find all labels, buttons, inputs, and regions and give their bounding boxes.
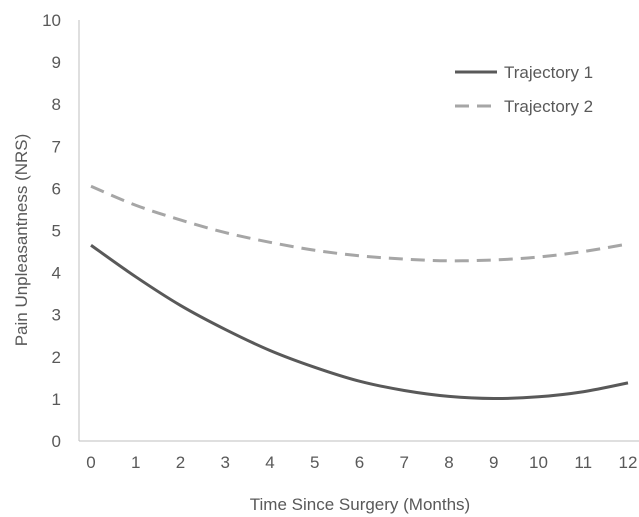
x-tick-label: 5 (310, 453, 319, 472)
x-tick-label: 9 (489, 453, 498, 472)
y-tick-label: 3 (52, 306, 61, 325)
series-line-2 (90, 184, 629, 263)
y-axis-ticks: 0 1 2 3 4 5 6 7 8 9 10 (42, 11, 61, 451)
y-axis-title: Pain Unpleasantness (NRS) (12, 134, 31, 347)
x-tick-label: 4 (265, 453, 274, 472)
x-axis-ticks: 0 1 2 3 4 5 6 7 8 9 10 11 12 (86, 453, 637, 472)
y-tick-label: 5 (52, 222, 61, 241)
y-tick-label: 4 (52, 264, 61, 283)
x-tick-label: 3 (221, 453, 230, 472)
y-tick-label: 9 (52, 53, 61, 72)
series-line-1 (90, 244, 629, 400)
y-tick-label: 2 (52, 348, 61, 367)
y-tick-label: 1 (52, 390, 61, 409)
x-tick-label: 10 (529, 453, 548, 472)
x-tick-label: 11 (574, 453, 592, 472)
x-tick-label: 8 (444, 453, 453, 472)
series-lines (90, 184, 629, 400)
x-tick-label: 0 (86, 453, 95, 472)
y-tick-label: 6 (52, 179, 61, 198)
legend-label-1: Trajectory 1 (504, 63, 593, 82)
legend-label-2: Trajectory 2 (504, 97, 593, 116)
y-tick-label: 8 (52, 95, 61, 114)
legend: Trajectory 1 Trajectory 2 (455, 63, 593, 116)
x-tick-label: 6 (355, 453, 364, 472)
x-tick-label: 2 (176, 453, 185, 472)
x-axis-title: Time Since Surgery (Months) (250, 495, 470, 514)
y-tick-label: 0 (52, 432, 61, 451)
x-tick-label: 1 (131, 453, 140, 472)
x-tick-label: 12 (619, 453, 638, 472)
x-tick-label: 7 (400, 453, 409, 472)
y-tick-label: 7 (52, 137, 61, 156)
y-tick-label: 10 (42, 11, 61, 30)
